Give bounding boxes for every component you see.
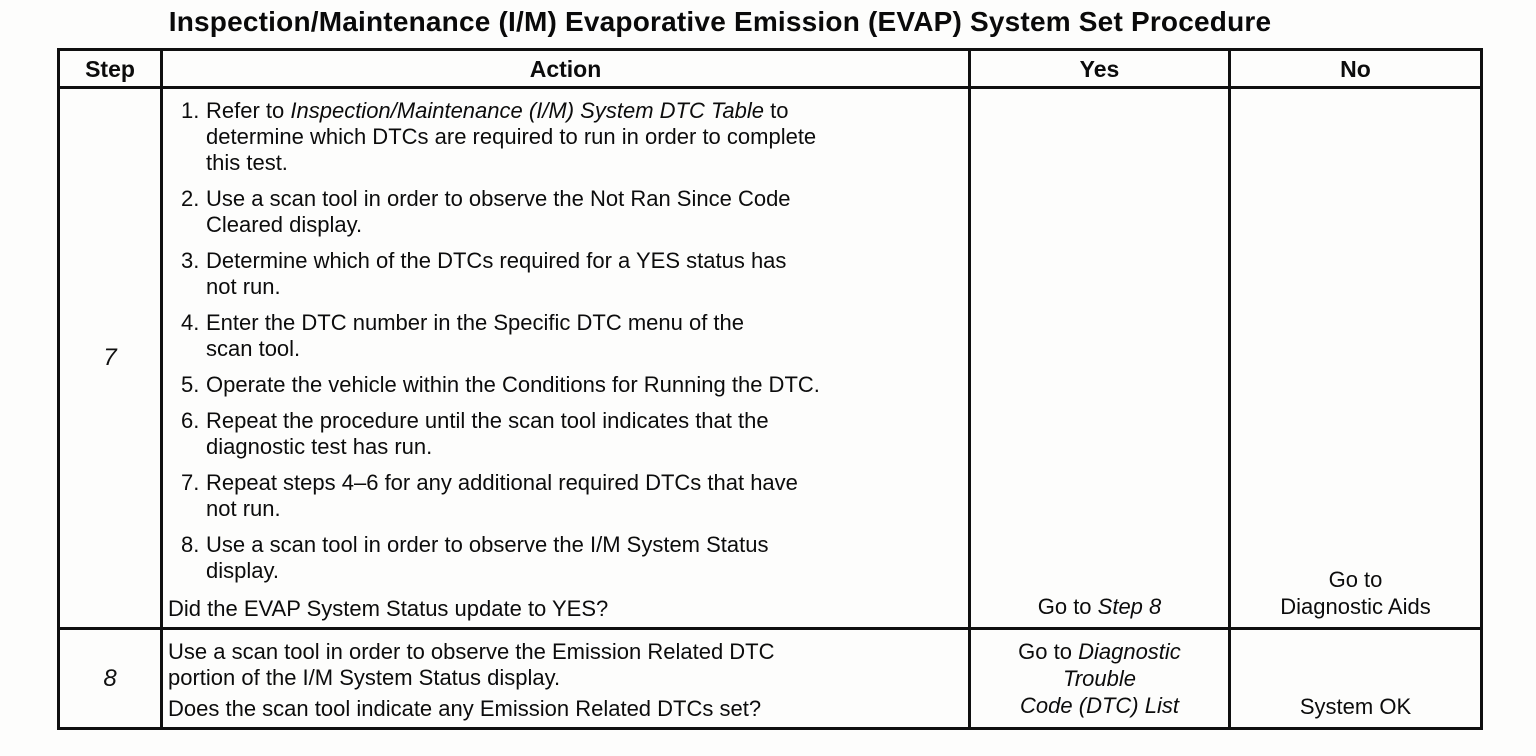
action-list-item-2: 2. Use a scan tool in order to observe t… xyxy=(181,186,960,238)
yes-action-text-line2: Trouble xyxy=(1063,666,1136,691)
step-7-question: Did the EVAP System Status update to YES… xyxy=(168,596,609,621)
step-8-no-cell: System OK xyxy=(1228,627,1480,727)
list-item-number: 3. xyxy=(181,248,200,273)
step-7-number: 7 xyxy=(60,86,160,627)
list-item-text: Determine which of the DTCs required for… xyxy=(206,248,787,299)
action-list-item-6: 6. Repeat the procedure until the scan t… xyxy=(181,408,960,460)
list-item-text: Enter the DTC number in the Specific DTC… xyxy=(206,310,745,361)
list-item-number: 4. xyxy=(181,310,200,335)
list-item-number: 6. xyxy=(181,408,200,433)
column-header-no: No xyxy=(1228,51,1480,86)
no-action-text-line1: Go to xyxy=(1328,567,1383,592)
action-list-item-3: 3. Determine which of the DTCs required … xyxy=(181,248,960,300)
step-7-no-cell: Go to Diagnostic Aids xyxy=(1228,86,1480,627)
reference-link-text: Diagnostic xyxy=(1078,639,1181,664)
step-8-action-cell: Use a scan tool in order to observe the … xyxy=(160,627,968,727)
list-item-text: Use a scan tool in order to observe the … xyxy=(206,532,769,583)
step-8-yes-cell: Go to Diagnostic Trouble Code (DTC) List xyxy=(968,627,1228,727)
yes-action-text: Go to Step 8 xyxy=(1037,594,1162,619)
action-list-item-7: 7. Repeat steps 4–6 for any additional r… xyxy=(181,470,960,522)
list-item-number: 2. xyxy=(181,186,200,211)
reference-link-text: Inspection/Maintenance (I/M) System DTC … xyxy=(290,98,764,123)
action-list-item-5: 5. Operate the vehicle within the Condit… xyxy=(181,372,960,398)
no-action-text-line2: Diagnostic Aids xyxy=(1280,594,1431,619)
column-header-action: Action xyxy=(160,51,968,86)
list-item-number: 1. xyxy=(181,98,200,123)
reference-link-text: Step 8 xyxy=(1097,594,1162,619)
no-action-text: System OK xyxy=(1299,694,1412,719)
action-list-item-4: 4. Enter the DTC number in the Specific … xyxy=(181,310,960,362)
list-item-text: Operate the vehicle within the Condition… xyxy=(206,372,820,397)
list-item-number: 5. xyxy=(181,372,200,397)
list-item-text: Refer to Inspection/Maintenance (I/M) Sy… xyxy=(206,98,817,175)
list-item-text: Use a scan tool in order to observe the … xyxy=(206,186,791,237)
step-8-action-line2: portion of the I/M System Status display… xyxy=(168,665,561,690)
action-list-item-8: 8. Use a scan tool in order to observe t… xyxy=(181,532,960,584)
step-7-action-cell: 1. Refer to Inspection/Maintenance (I/M)… xyxy=(160,86,968,627)
yes-action-text-line3: Code (DTC) List xyxy=(1020,693,1179,718)
procedure-table: Step Action Yes No 7 1. Refer to Inspect… xyxy=(57,48,1483,730)
step-8-action-line1: Use a scan tool in order to observe the … xyxy=(168,639,775,664)
list-item-text: Repeat the procedure until the scan tool… xyxy=(206,408,769,459)
column-header-step: Step xyxy=(85,55,135,82)
step-8-number: 8 xyxy=(60,627,160,727)
step-7-yes-cell: Go to Step 8 xyxy=(968,86,1228,627)
list-item-text: Repeat steps 4–6 for any additional requ… xyxy=(206,470,798,521)
list-item-number: 8. xyxy=(181,532,200,557)
column-header-yes: Yes xyxy=(968,51,1228,86)
yes-action-text-line1: Go to Diagnostic xyxy=(1018,639,1181,664)
action-list-item-1: 1. Refer to Inspection/Maintenance (I/M)… xyxy=(181,98,960,176)
page-title: Inspection/Maintenance (I/M) Evaporative… xyxy=(168,6,1272,37)
list-item-number: 7. xyxy=(181,470,200,495)
step-8-question: Does the scan tool indicate any Emission… xyxy=(168,696,762,721)
